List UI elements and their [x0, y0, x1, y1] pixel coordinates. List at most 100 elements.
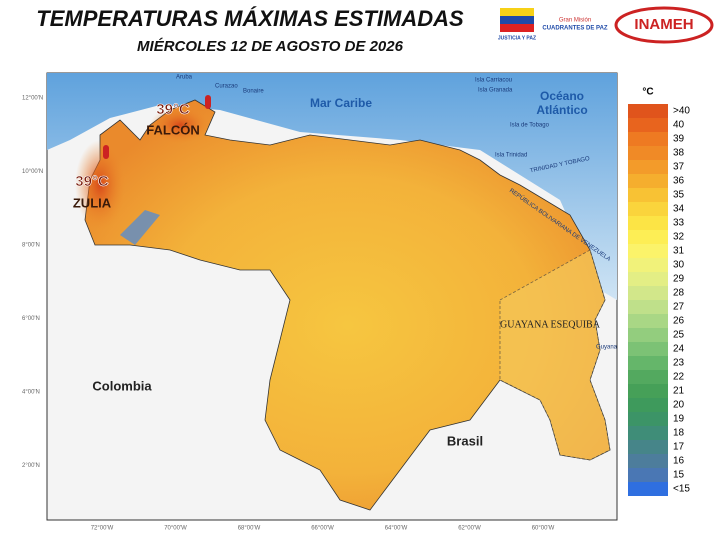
- legend-swatch: [628, 370, 668, 384]
- legend-swatch: [628, 314, 668, 328]
- legend-swatch: [628, 258, 668, 272]
- hotspot-state: FALCÓN: [146, 122, 199, 137]
- legend-label: 19: [673, 414, 685, 425]
- flag-stripe: [500, 16, 534, 24]
- legend-swatch: [628, 300, 668, 314]
- guayana-region: [499, 249, 611, 461]
- map-label: Isla Carriacou: [475, 78, 512, 84]
- hotspot-state: ZULIA: [73, 195, 112, 210]
- legend-label: 15: [673, 470, 685, 481]
- legend-swatch: [628, 118, 668, 132]
- legend-label: 29: [673, 274, 685, 285]
- andes-cool: [120, 210, 160, 245]
- legend-unit: °C: [642, 87, 653, 98]
- legend-label: 23: [673, 358, 685, 369]
- map-label: Isla Trinidad: [495, 153, 527, 159]
- subtitle: MIÉRCOLES 12 DE AGOSTO DE 2026: [137, 38, 404, 55]
- map-label: Aruba: [176, 75, 193, 81]
- legend-label: >40: [673, 106, 690, 117]
- legend-label: 36: [673, 176, 685, 187]
- legend-label: 25: [673, 330, 685, 341]
- legend-label: 16: [673, 456, 685, 467]
- legend-swatch: [628, 412, 668, 426]
- legend: °C >40 40 39 38 37 36 35 34 33 32 31 30 29 28 27 26 25 24…: [628, 87, 690, 496]
- legend-swatch: [628, 454, 668, 468]
- lat-tick: 2°00'N: [22, 463, 40, 469]
- lat-tick: 12°00'N: [22, 96, 43, 102]
- legend-swatch: [628, 468, 668, 482]
- flag-stripe: [500, 24, 534, 32]
- inameh-logo: [614, 6, 714, 44]
- legend-swatch: [628, 244, 668, 258]
- legend-label: <15: [673, 484, 690, 495]
- lon-tick: 72°00'W: [91, 526, 114, 532]
- legend-swatch: [628, 174, 668, 188]
- legend-label: 30: [673, 260, 685, 271]
- flag-stripe: [500, 8, 534, 16]
- lat-tick: 4°00'N: [22, 390, 40, 396]
- legend-label: 33: [673, 218, 685, 229]
- legend-swatch: [628, 286, 668, 300]
- map-label: Océano: [540, 89, 584, 103]
- lon-tick: 64°00'W: [385, 526, 408, 532]
- legend-swatch: [628, 398, 668, 412]
- lon-tick: 66°00'W: [311, 526, 334, 532]
- hot-zone: [150, 107, 210, 143]
- thermometer: [205, 95, 211, 109]
- graticule: 12°00'N 10°00'N 8°00'N 6°00'N 4°00'N 2°00'N 72…: [22, 96, 555, 532]
- legend-label: 38: [673, 148, 685, 159]
- legend-label: 35: [673, 190, 685, 201]
- legend-label: 39: [673, 134, 685, 145]
- hotspot-temp: 39°C: [75, 173, 109, 190]
- map-label: Bonaire: [243, 89, 264, 95]
- map-label: Guyana: [596, 345, 618, 351]
- legend-label: 28: [673, 288, 685, 299]
- lat-tick: 8°00'N: [22, 243, 40, 249]
- legend-swatch: [628, 188, 668, 202]
- map-label: Brasil: [447, 433, 483, 448]
- legend-label: 21: [673, 386, 685, 397]
- map-label: Curazao: [215, 84, 238, 90]
- legend-label: 34: [673, 204, 685, 215]
- logo-text: Gran Misión: [559, 18, 591, 24]
- legend-label: 26: [673, 316, 685, 327]
- map-label: Atlántico: [536, 103, 587, 117]
- legend-swatch: [628, 230, 668, 244]
- lon-tick: 62°00'W: [458, 526, 481, 532]
- legend-swatch: [628, 482, 668, 496]
- logos: JUSTICIA Y PAZ Gran Misión CUADRANTES DE…: [498, 6, 714, 44]
- map-label: Mar Caribe: [310, 96, 372, 110]
- map-label: GUAYANA ESEQUIBA: [500, 319, 601, 330]
- map-label: Isla Granada: [478, 88, 513, 94]
- title: TEMPERATURAS MÁXIMAS ESTIMADAS: [36, 6, 464, 31]
- lon-tick: 70°00'W: [164, 526, 187, 532]
- legend-label: 32: [673, 232, 685, 243]
- legend-label: 20: [673, 400, 685, 411]
- legend-swatch: [628, 160, 668, 174]
- legend-swatch: [628, 202, 668, 216]
- legend-swatch: [628, 440, 668, 454]
- legend-swatch: [628, 426, 668, 440]
- logo-text: INAMEH: [634, 16, 693, 33]
- legend-label: 22: [673, 372, 685, 383]
- legend-swatch: [628, 216, 668, 230]
- logo-text: JUSTICIA Y PAZ: [498, 35, 536, 41]
- hot-zone: [75, 140, 125, 230]
- legend-swatch: [628, 132, 668, 146]
- legend-swatch: [628, 272, 668, 286]
- legend-label: 17: [673, 442, 685, 453]
- lat-tick: 10°00'N: [22, 169, 43, 175]
- legend-label: 27: [673, 302, 685, 313]
- legend-swatch: [628, 356, 668, 370]
- sea: [47, 73, 617, 300]
- legend-label: 40: [673, 120, 685, 131]
- legend-label: 18: [673, 428, 685, 439]
- lon-tick: 68°00'W: [238, 526, 261, 532]
- legend-swatch: [628, 328, 668, 342]
- map-label: Isla de Tobago: [510, 123, 550, 129]
- logo-text: CUADRANTES DE PAZ: [542, 26, 608, 32]
- legend-swatch: [628, 384, 668, 398]
- map: Mar Caribe Océano Atlántico Colombia Bra…: [46, 72, 618, 521]
